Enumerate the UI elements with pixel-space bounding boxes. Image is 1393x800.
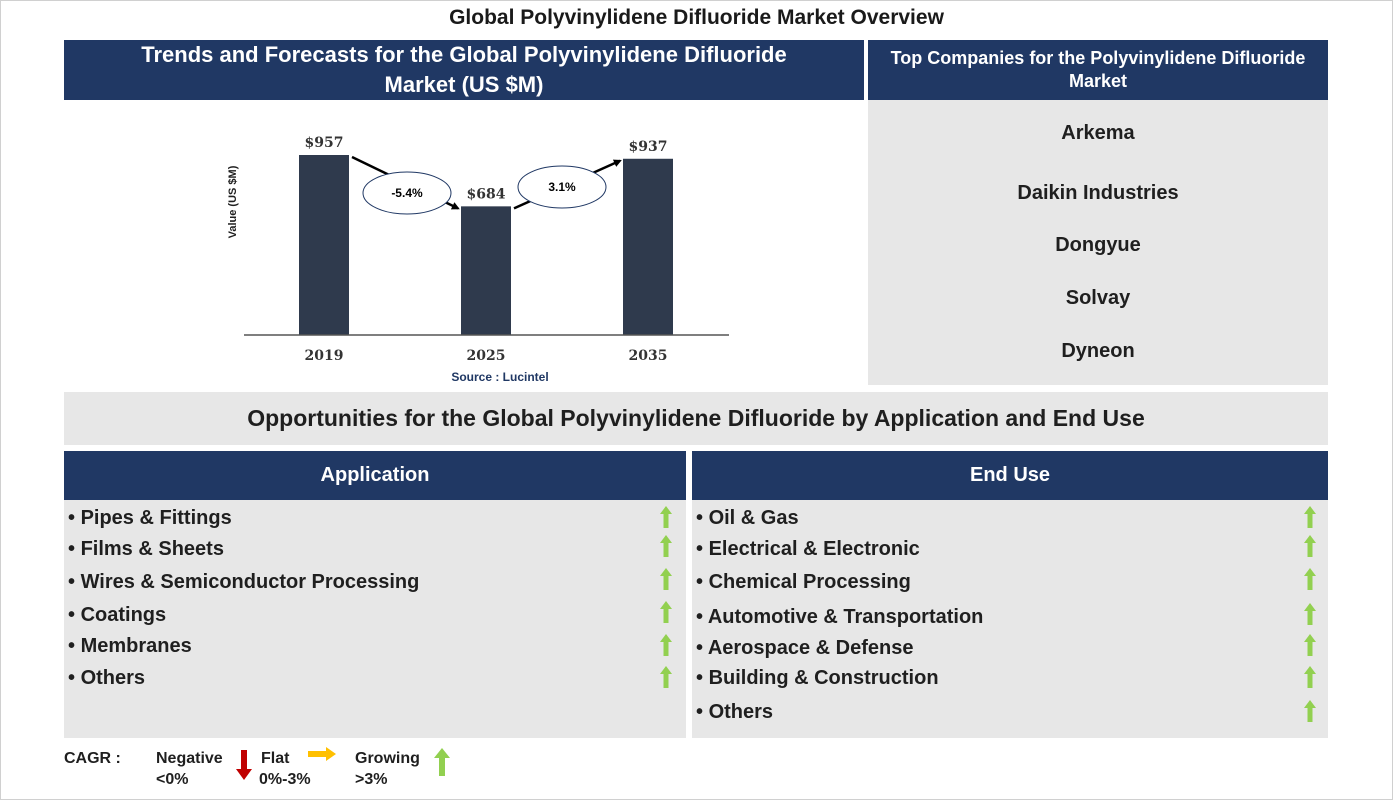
list-item-label: Aerospace & Defense bbox=[707, 637, 914, 659]
companies-header: Top Companies for the Polyvinylidene Dif… bbox=[868, 40, 1328, 100]
list-item: • Pipes & Fittings bbox=[68, 507, 232, 530]
chart-source: Source : Lucintel bbox=[451, 370, 548, 384]
list-item: • Electrical & Electronic bbox=[696, 538, 920, 561]
y-axis-label: Value (US $M) bbox=[227, 165, 239, 238]
cagr-label: 3.1% bbox=[548, 180, 576, 194]
legend-negative-label: Negative bbox=[156, 750, 223, 767]
companies-header-text: Top Companies for the Polyvinylidene Dif… bbox=[890, 48, 1306, 91]
company-item: Dyneon bbox=[1061, 340, 1135, 362]
list-item-label: Others bbox=[80, 667, 146, 689]
list-item: • Wires & Semiconductor Processing bbox=[68, 571, 419, 594]
list-item: • Building & Construction bbox=[696, 667, 939, 690]
up-arrow-icon bbox=[1304, 634, 1316, 656]
end-use-header-text: End Use bbox=[969, 464, 1051, 486]
cagr-bubble bbox=[517, 165, 607, 209]
up-arrow-icon bbox=[660, 506, 672, 528]
legend-negative-range: <0% bbox=[156, 771, 189, 788]
data-label: $957 bbox=[305, 135, 344, 151]
bullet: • bbox=[696, 507, 709, 529]
list-item-label: Coatings bbox=[80, 604, 167, 626]
up-arrow-icon bbox=[660, 601, 672, 623]
up-arrow-icon bbox=[660, 535, 672, 557]
list-item: • Membranes bbox=[68, 635, 192, 658]
bullet: • bbox=[68, 571, 81, 593]
up-arrow-icon bbox=[1304, 666, 1316, 688]
legend-cagr-label: CAGR : bbox=[64, 750, 121, 767]
opportunities-title: Opportunities for the Global Polyvinylid… bbox=[247, 405, 1145, 431]
company-item: Arkema bbox=[1061, 122, 1135, 144]
companies-panel: Arkema Daikin Industries Dongyue Solvay … bbox=[868, 100, 1328, 385]
bullet: • bbox=[696, 538, 709, 560]
list-item-label: Membranes bbox=[80, 635, 192, 657]
end-use-header: End Use bbox=[692, 451, 1328, 500]
bullet: • bbox=[696, 637, 708, 659]
application-header: Application bbox=[64, 451, 686, 500]
data-label: $684 bbox=[467, 186, 506, 202]
list-item-label: Pipes & Fittings bbox=[80, 507, 232, 529]
application-panel: • Pipes & Fittings • Films & Sheets • Wire… bbox=[64, 500, 686, 738]
x-tick-label: 2025 bbox=[467, 348, 506, 364]
data-label: $937 bbox=[629, 139, 668, 155]
up-arrow-icon bbox=[434, 748, 450, 776]
list-item: • Chemical Processing bbox=[696, 571, 911, 594]
market-bar-chart: Value (US $M) $957 2019 $684 2025 $937 2035 -… bbox=[227, 135, 729, 384]
up-arrow-icon bbox=[1304, 506, 1316, 528]
list-item: • Aerospace & Defense bbox=[696, 637, 913, 660]
list-item: • Others bbox=[68, 667, 145, 690]
company-item: Daikin Industries bbox=[1017, 182, 1179, 204]
end-use-panel: • Oil & Gas • Electrical & Electronic • Ch… bbox=[692, 500, 1328, 738]
list-item-label: Building & Construction bbox=[708, 667, 939, 689]
bullet: • bbox=[696, 571, 709, 593]
bullet: • bbox=[68, 667, 81, 689]
legend-growing-range: >3% bbox=[355, 771, 388, 788]
list-item-label: Wires & Semiconductor Processing bbox=[80, 571, 420, 593]
list-item: • Films & Sheets bbox=[68, 538, 224, 561]
legend-flat-label: Flat bbox=[261, 750, 290, 767]
list-item-label: Oil & Gas bbox=[708, 507, 799, 529]
opportunities-banner: Opportunities for the Global Polyvinylid… bbox=[64, 392, 1328, 445]
trends-header: Trends and Forecasts for the Global Poly… bbox=[64, 40, 864, 100]
list-item: • Oil & Gas bbox=[696, 507, 799, 530]
company-item: Solvay bbox=[1065, 287, 1131, 309]
list-item-label: Others bbox=[708, 701, 774, 723]
bullet: • bbox=[696, 701, 709, 723]
cagr-label: -5.4% bbox=[391, 186, 423, 200]
list-item-label: Automotive & Transportation bbox=[707, 606, 984, 628]
legend-flat-range: 0%-3% bbox=[259, 771, 311, 788]
cagr-bubble bbox=[362, 171, 452, 215]
right-arrow-icon bbox=[308, 747, 336, 761]
legend-growing-label: Growing bbox=[355, 750, 420, 767]
trends-header-text: Trends and Forecasts for the Global Poly… bbox=[141, 42, 787, 97]
bullet: • bbox=[68, 538, 81, 560]
up-arrow-icon bbox=[1304, 603, 1316, 625]
up-arrow-icon bbox=[1304, 568, 1316, 590]
company-item: Dongyue bbox=[1055, 234, 1141, 256]
bullet: • bbox=[68, 507, 81, 529]
up-arrow-icon bbox=[660, 568, 672, 590]
bar-2019 bbox=[299, 155, 349, 335]
bullet: • bbox=[696, 606, 708, 628]
bullet: • bbox=[696, 667, 709, 689]
bullet: • bbox=[68, 604, 81, 626]
list-item-label: Electrical & Electronic bbox=[708, 538, 920, 560]
x-tick-label: 2019 bbox=[305, 348, 344, 364]
up-arrow-icon bbox=[660, 634, 672, 656]
up-arrow-icon bbox=[1304, 535, 1316, 557]
page-title: Global Polyvinylidene Difluoride Market … bbox=[449, 6, 944, 29]
bar-2035 bbox=[623, 158, 673, 335]
list-item: • Automotive & Transportation bbox=[696, 606, 983, 629]
cagr-legend: CAGR : Negative <0% Flat 0%-3% Growing >… bbox=[0, 740, 700, 800]
x-tick-label: 2035 bbox=[629, 348, 668, 364]
up-arrow-icon bbox=[1304, 700, 1316, 722]
application-header-text: Application bbox=[320, 464, 430, 486]
up-arrow-icon bbox=[660, 666, 672, 688]
list-item: • Others bbox=[696, 701, 773, 724]
list-item: • Coatings bbox=[68, 604, 166, 627]
down-arrow-icon bbox=[236, 750, 252, 780]
list-item-label: Chemical Processing bbox=[708, 571, 911, 593]
bar-2025 bbox=[461, 206, 511, 335]
bullet: • bbox=[68, 635, 81, 657]
list-item-label: Films & Sheets bbox=[80, 538, 224, 560]
